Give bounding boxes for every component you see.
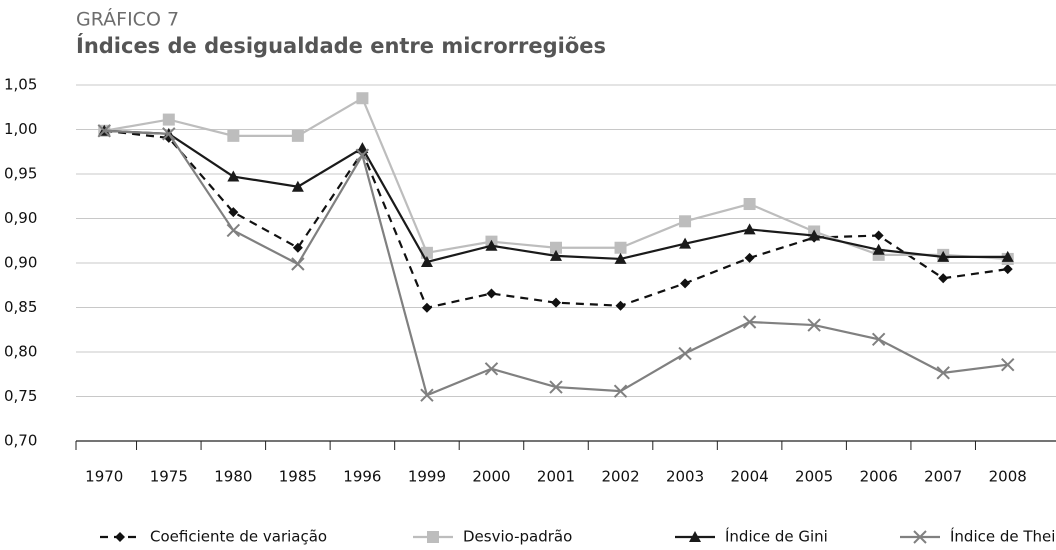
x-tick-label: 2000	[472, 468, 510, 486]
y-tick-label: 0,80	[4, 343, 37, 361]
marker	[550, 249, 562, 261]
marker	[356, 92, 369, 105]
marker	[807, 318, 821, 332]
marker	[744, 252, 755, 263]
legend-marker	[913, 530, 927, 544]
marker	[1002, 264, 1013, 275]
marker	[291, 180, 304, 192]
marker	[421, 302, 432, 313]
legend-marker	[115, 532, 125, 542]
marker	[484, 362, 499, 376]
x-tick-label: 1970	[85, 468, 123, 486]
marker	[97, 124, 111, 138]
y-tick-label: 1,00	[4, 120, 37, 138]
x-tick-label: 2002	[601, 468, 639, 486]
marker	[678, 346, 692, 361]
marker	[291, 257, 305, 271]
x-tick-label: 2008	[989, 468, 1027, 486]
marker	[742, 315, 757, 329]
y-tick-label: 0,95	[4, 165, 37, 183]
marker	[291, 129, 304, 142]
legend-label: Índice de Theil	[950, 527, 1056, 546]
y-tick-label: 0,90	[4, 209, 37, 227]
marker	[936, 366, 950, 380]
marker	[420, 255, 433, 267]
chart-subtitle: Índices de desigualdade entre microrregi…	[76, 33, 606, 58]
y-tick-label: 1,05	[4, 76, 37, 94]
marker	[551, 297, 561, 308]
marker	[292, 242, 303, 253]
x-tick-label: 2004	[731, 468, 769, 486]
marker	[485, 239, 498, 251]
marker	[679, 237, 692, 249]
marker	[615, 300, 626, 311]
x-tick-label: 2005	[795, 468, 833, 486]
x-tick-label: 2001	[537, 468, 575, 486]
marker	[613, 384, 628, 398]
x-tick-label: 2003	[666, 468, 704, 486]
marker	[420, 246, 433, 259]
marker	[872, 243, 885, 255]
y-tick-label: 0,70	[4, 432, 37, 450]
legend-label: Desvio-padrão	[463, 528, 572, 546]
marker	[355, 148, 370, 162]
marker	[743, 198, 756, 211]
x-tick-label: 2006	[860, 468, 898, 486]
legend-marker	[427, 531, 439, 543]
series-line	[104, 129, 1008, 310]
marker	[227, 129, 240, 142]
y-tick-label: 0,75	[4, 387, 37, 405]
marker	[614, 252, 627, 264]
y-tick-label: 0,90	[4, 254, 37, 272]
marker	[614, 241, 627, 254]
marker	[938, 273, 949, 284]
legend-label: Índice de Gini	[725, 527, 828, 546]
x-tick-label: 1985	[279, 468, 317, 486]
x-tick-label: 1999	[408, 468, 446, 486]
marker	[486, 288, 497, 299]
marker	[873, 230, 884, 241]
x-tick-label: 1980	[214, 468, 252, 486]
marker	[550, 241, 562, 254]
marker	[808, 229, 821, 241]
marker	[420, 388, 434, 402]
marker	[743, 223, 756, 235]
marker	[227, 170, 240, 182]
marker	[356, 142, 369, 154]
marker	[549, 380, 563, 394]
marker	[679, 215, 692, 228]
x-tick-label: 1996	[343, 468, 381, 486]
chart-title: GRÁFICO 7	[76, 8, 179, 31]
marker	[1001, 358, 1015, 372]
marker	[162, 127, 176, 141]
legend-marker	[689, 531, 701, 542]
marker	[228, 207, 239, 218]
x-tick-label: 1975	[150, 468, 188, 486]
marker	[1001, 250, 1014, 262]
marker	[226, 223, 241, 238]
y-tick-label: 0,85	[4, 298, 37, 316]
marker	[937, 250, 950, 262]
marker	[871, 332, 886, 346]
marker	[680, 278, 691, 289]
legend-label: Coeficiente de variação	[150, 528, 327, 546]
marker	[162, 113, 175, 126]
x-tick-label: 2007	[924, 468, 962, 486]
